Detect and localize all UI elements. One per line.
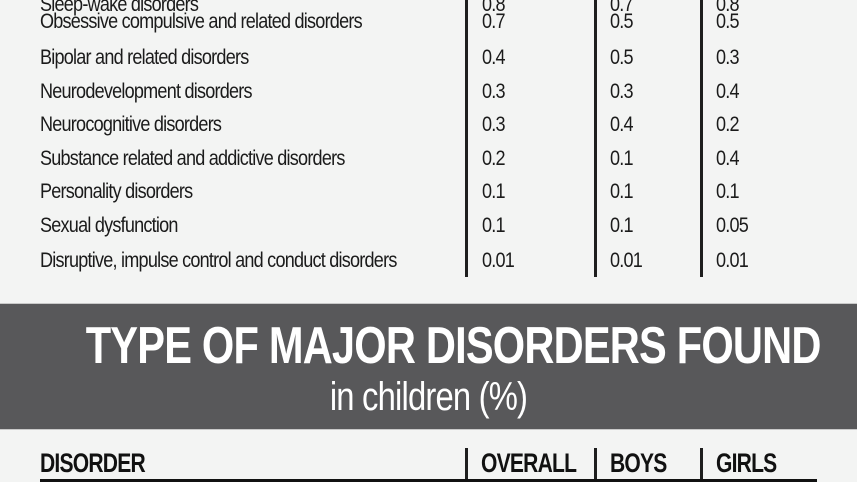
disorder-name: Substance related and addictive disorder…: [40, 147, 345, 170]
disorder-name: Disruptive, impulse control and conduct …: [40, 249, 397, 272]
column-header-boys: BOYS: [610, 448, 667, 478]
column-divider-girls: [700, 0, 703, 277]
children-disorders-table-header: DISORDER OVERALL BOYS GIRLS: [0, 446, 857, 480]
disorder-name: Obsessive compulsive and related disorde…: [40, 10, 363, 33]
boys-value: 0.5: [610, 10, 634, 33]
boys-value: 0.1: [610, 147, 634, 170]
table-row: Obsessive compulsive and related disorde…: [0, 5, 857, 39]
table-row: Neurodevelopment disorders 0.3 0.3 0.4: [0, 75, 857, 109]
disorder-name: Sleep-wake disorders: [40, 0, 199, 16]
girls-value: 0.3: [716, 46, 740, 69]
boys-value: 0.5: [610, 46, 634, 69]
boys-value: 0.1: [610, 180, 634, 203]
table-row: Sleep-wake disorders 0.8 0.7 0.8: [0, 0, 857, 22]
overall-value: 0.3: [482, 80, 506, 103]
table-row: Bipolar and related disorders 0.4 0.5 0.…: [0, 41, 857, 75]
girls-value: 0.4: [716, 147, 740, 170]
table-row: Substance related and addictive disorder…: [0, 142, 857, 176]
overall-value: 0.01: [482, 249, 515, 272]
overall-value: 0.1: [482, 214, 506, 237]
section-subtitle: in children (%): [329, 375, 528, 419]
disorder-name: Personality disorders: [40, 180, 193, 203]
column-divider-boys: [594, 0, 597, 277]
disorder-name: Neurocognitive disorders: [40, 113, 222, 136]
girls-value: 0.8: [716, 0, 740, 16]
header-divider-boys: [594, 448, 597, 479]
boys-value: 0.01: [610, 249, 643, 272]
table-row: Disruptive, impulse control and conduct …: [0, 244, 857, 278]
disorder-name: Bipolar and related disorders: [40, 46, 249, 69]
girls-value: 0.01: [716, 249, 749, 272]
overall-value: 0.2: [482, 147, 506, 170]
girls-value: 0.1: [716, 180, 740, 203]
header-divider-girls: [700, 448, 703, 479]
column-divider-overall: [465, 0, 468, 277]
table-row: Sexual dysfunction 0.1 0.1 0.05: [0, 209, 857, 243]
overall-value: 0.8: [482, 0, 506, 16]
disorder-name: Sexual dysfunction: [40, 214, 178, 237]
column-header-overall: OVERALL: [481, 448, 577, 478]
header-underline: [40, 479, 817, 482]
boys-value: 0.4: [610, 113, 634, 136]
section-banner: TYPE OF MAJOR DISORDERS FOUND in childre…: [0, 303, 857, 430]
boys-value: 0.1: [610, 214, 634, 237]
boys-value: 0.7: [610, 0, 634, 16]
overall-value: 0.3: [482, 113, 506, 136]
boys-value: 0.3: [610, 80, 634, 103]
girls-value: 0.4: [716, 80, 740, 103]
overall-value: 0.1: [482, 180, 506, 203]
column-header-girls: GIRLS: [716, 448, 777, 478]
overall-value: 0.7: [482, 10, 506, 33]
girls-value: 0.05: [716, 214, 749, 237]
section-title: TYPE OF MAJOR DISORDERS FOUND: [85, 317, 822, 375]
girls-value: 0.5: [716, 10, 740, 33]
girls-value: 0.2: [716, 113, 740, 136]
table-row: Neurocognitive disorders 0.3 0.4 0.2: [0, 108, 857, 142]
header-divider-overall: [465, 448, 468, 479]
column-header-disorder: DISORDER: [40, 448, 146, 478]
table-row: Personality disorders 0.1 0.1 0.1: [0, 175, 857, 209]
disorder-name: Neurodevelopment disorders: [40, 80, 253, 103]
overall-value: 0.4: [482, 46, 506, 69]
